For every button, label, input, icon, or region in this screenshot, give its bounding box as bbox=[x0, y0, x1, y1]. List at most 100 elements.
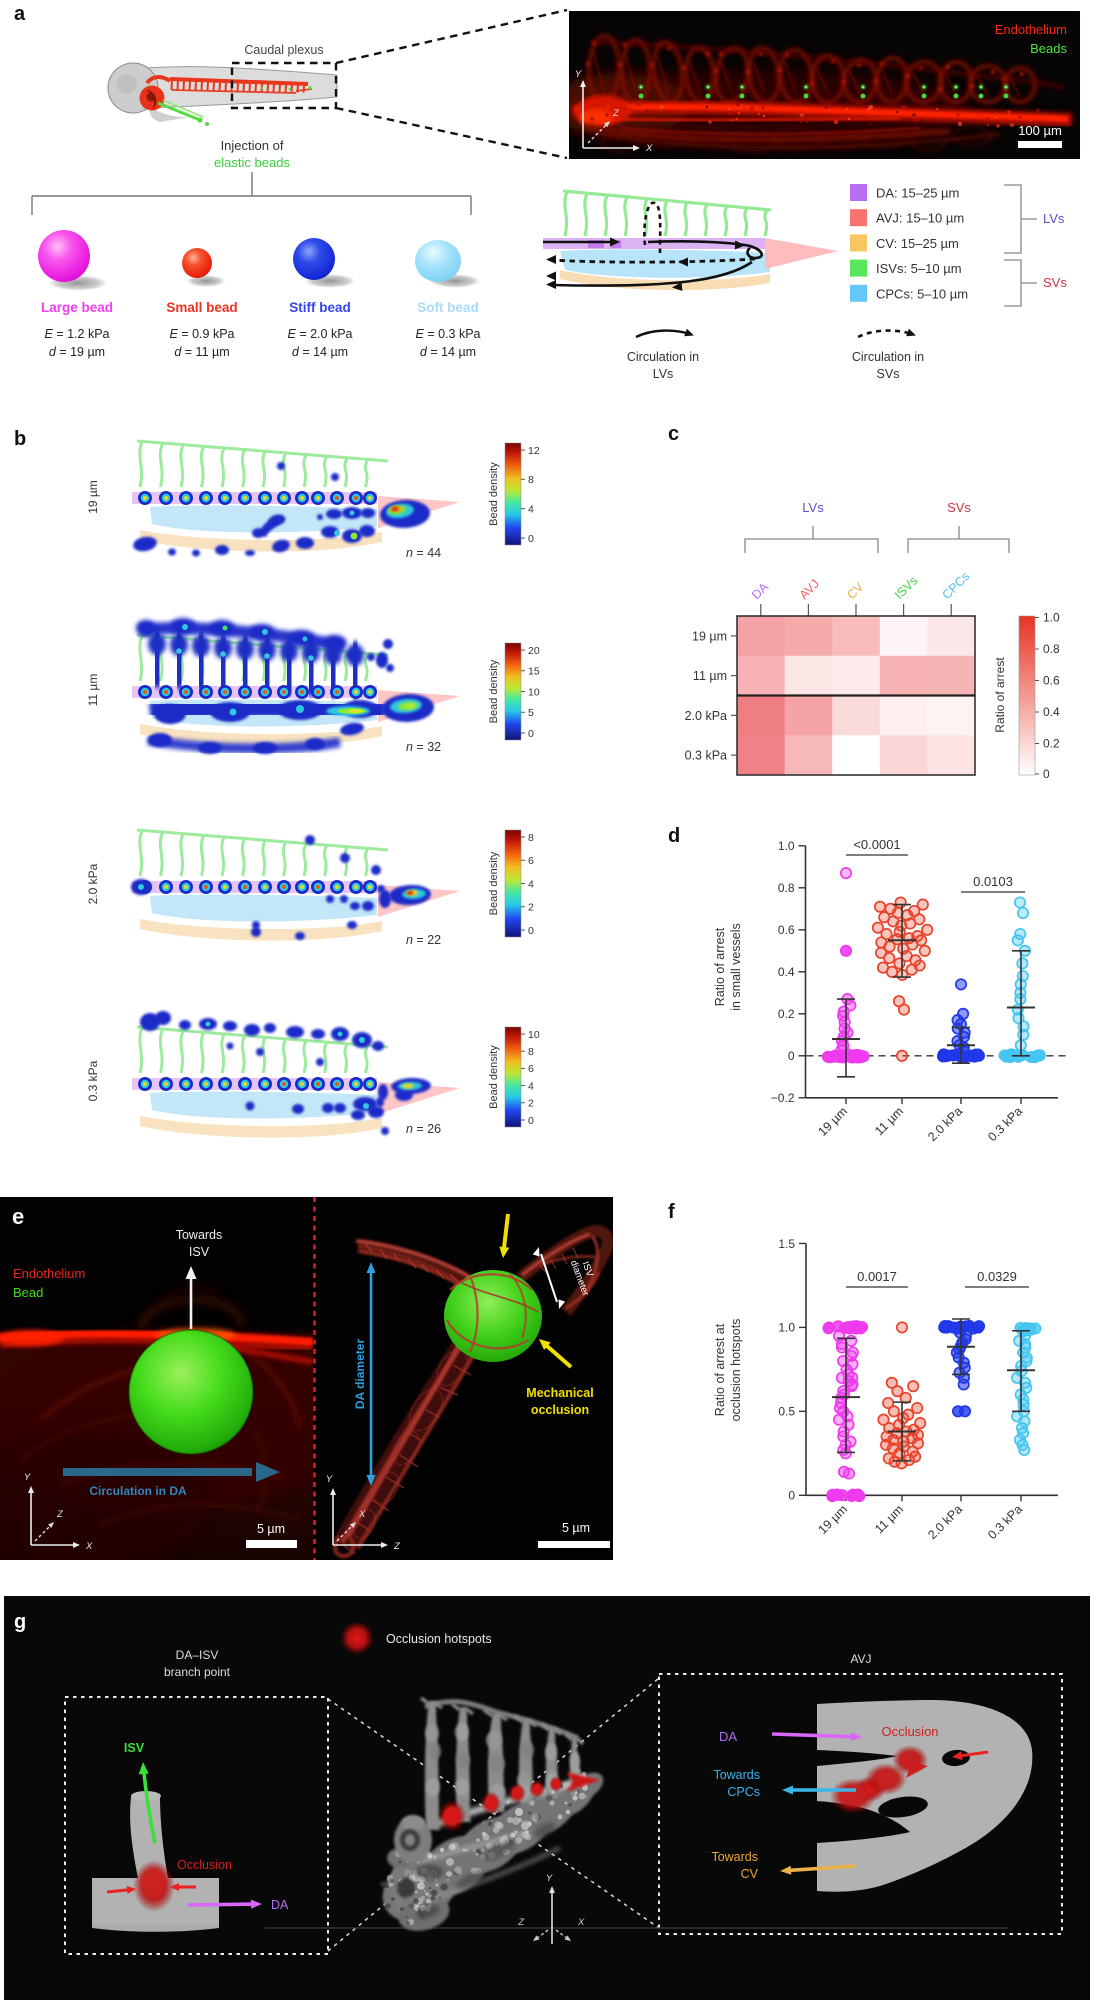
svg-text:branch point: branch point bbox=[164, 1665, 231, 1679]
svg-text:E = 0.3 kPa: E = 0.3 kPa bbox=[416, 327, 481, 341]
svg-text:Z: Z bbox=[517, 1917, 525, 1928]
svg-text:Mechanical: Mechanical bbox=[526, 1386, 593, 1400]
svg-text:Y: Y bbox=[575, 69, 582, 80]
svg-text:CPCs: CPCs bbox=[727, 1785, 760, 1799]
svg-text:n = 26: n = 26 bbox=[406, 1122, 441, 1136]
svg-text:Towards: Towards bbox=[713, 1768, 760, 1782]
svg-text:X: X bbox=[577, 1917, 585, 1928]
svg-text:SVs: SVs bbox=[877, 367, 900, 381]
svg-text:elastic beads: elastic beads bbox=[214, 155, 290, 170]
svg-text:6: 6 bbox=[528, 855, 534, 867]
svg-text:2.0 kPa: 2.0 kPa bbox=[86, 863, 100, 904]
svg-text:E = 2.0 kPa: E = 2.0 kPa bbox=[288, 327, 353, 341]
svg-text:d = 14 µm: d = 14 µm bbox=[292, 345, 348, 359]
svg-text:Soft bead: Soft bead bbox=[417, 300, 479, 315]
svg-text:e: e bbox=[12, 1204, 24, 1229]
svg-text:0: 0 bbox=[788, 1489, 795, 1503]
svg-text:E = 1.2 kPa: E = 1.2 kPa bbox=[45, 327, 110, 341]
svg-text:100 µm: 100 µm bbox=[1018, 123, 1062, 138]
svg-text:19 µm: 19 µm bbox=[86, 480, 100, 514]
svg-text:AVJ: AVJ bbox=[850, 1652, 871, 1666]
svg-text:X: X bbox=[645, 143, 653, 154]
svg-text:0.3 kPa: 0.3 kPa bbox=[86, 1060, 100, 1101]
svg-text:AVJ: 15–10 µm: AVJ: 15–10 µm bbox=[876, 211, 964, 226]
svg-text:Occlusion: Occlusion bbox=[881, 1724, 938, 1739]
svg-text:DA: 15–25 µm: DA: 15–25 µm bbox=[876, 186, 959, 201]
svg-text:Circulation in: Circulation in bbox=[852, 350, 924, 364]
svg-text:2: 2 bbox=[528, 902, 534, 914]
svg-text:1.5: 1.5 bbox=[778, 1237, 795, 1251]
svg-text:X: X bbox=[85, 1541, 93, 1552]
svg-text:0.0103: 0.0103 bbox=[973, 874, 1013, 889]
svg-text:2.0 kPa: 2.0 kPa bbox=[685, 709, 727, 723]
svg-text:SVs: SVs bbox=[947, 500, 971, 515]
svg-text:Circulation in DA: Circulation in DA bbox=[89, 1484, 187, 1498]
svg-text:<0.0001: <0.0001 bbox=[853, 837, 900, 852]
svg-text:DA–ISV: DA–ISV bbox=[176, 1648, 219, 1662]
svg-text:0.3 kPa: 0.3 kPa bbox=[685, 749, 727, 763]
svg-text:0.5: 0.5 bbox=[778, 1405, 795, 1419]
svg-text:Towards: Towards bbox=[711, 1850, 758, 1864]
svg-text:1.0: 1.0 bbox=[778, 1321, 795, 1335]
svg-text:Bead density: Bead density bbox=[488, 462, 500, 526]
svg-text:n = 44: n = 44 bbox=[406, 546, 441, 560]
svg-text:Occlusion: Occlusion bbox=[177, 1858, 232, 1872]
svg-text:0: 0 bbox=[528, 728, 534, 740]
svg-text:Injection of: Injection of bbox=[221, 138, 284, 153]
svg-text:0: 0 bbox=[528, 1115, 534, 1127]
svg-text:6: 6 bbox=[528, 1063, 534, 1075]
svg-text:5 µm: 5 µm bbox=[257, 1522, 285, 1536]
svg-text:10: 10 bbox=[528, 686, 540, 698]
svg-text:CV: 15–25 µm: CV: 15–25 µm bbox=[876, 236, 959, 251]
svg-text:0.4: 0.4 bbox=[778, 965, 795, 979]
svg-text:d = 11 µm: d = 11 µm bbox=[174, 345, 229, 359]
svg-text:Small bead: Small bead bbox=[166, 300, 237, 315]
svg-text:Occlusion hotspots: Occlusion hotspots bbox=[386, 1632, 492, 1646]
svg-text:Bead: Bead bbox=[13, 1285, 43, 1300]
svg-text:1.0: 1.0 bbox=[778, 839, 795, 853]
svg-text:Large bead: Large bead bbox=[41, 300, 113, 315]
svg-text:11 µm: 11 µm bbox=[693, 669, 727, 683]
svg-text:ISVs: 5–10 µm: ISVs: 5–10 µm bbox=[876, 261, 962, 276]
svg-text:Bead density: Bead density bbox=[488, 659, 500, 723]
svg-text:10: 10 bbox=[528, 1029, 540, 1041]
svg-text:Bead density: Bead density bbox=[488, 1045, 500, 1109]
svg-text:Towards: Towards bbox=[176, 1228, 223, 1242]
svg-text:in small vessels: in small vessels bbox=[729, 923, 743, 1011]
svg-text:0.0017: 0.0017 bbox=[857, 1269, 897, 1284]
svg-text:DA: DA bbox=[719, 1729, 737, 1744]
svg-text:0: 0 bbox=[528, 533, 534, 545]
svg-text:X: X bbox=[358, 1509, 366, 1520]
svg-text:Y: Y bbox=[546, 1873, 553, 1884]
svg-text:0: 0 bbox=[788, 1049, 795, 1063]
svg-text:Endothelium: Endothelium bbox=[995, 22, 1067, 37]
svg-text:5: 5 bbox=[528, 707, 534, 719]
svg-text:LVs: LVs bbox=[1043, 211, 1065, 226]
svg-text:0.2: 0.2 bbox=[778, 1007, 795, 1021]
svg-text:CPCs: 5–10 µm: CPCs: 5–10 µm bbox=[876, 286, 968, 301]
svg-text:2: 2 bbox=[528, 1098, 534, 1110]
svg-text:Z: Z bbox=[612, 108, 620, 119]
svg-text:12: 12 bbox=[528, 445, 540, 457]
svg-text:d = 19 µm: d = 19 µm bbox=[49, 345, 105, 359]
svg-text:0.8: 0.8 bbox=[1043, 642, 1060, 656]
svg-text:Ratio of arrest: Ratio of arrest bbox=[993, 657, 1007, 733]
svg-text:Caudal plexus: Caudal plexus bbox=[244, 43, 323, 57]
svg-text:occlusion: occlusion bbox=[531, 1403, 589, 1417]
svg-text:8: 8 bbox=[528, 474, 534, 486]
svg-text:0.6: 0.6 bbox=[778, 923, 795, 937]
svg-text:LVs: LVs bbox=[653, 367, 674, 381]
svg-text:Ratio of arrest at: Ratio of arrest at bbox=[713, 1323, 727, 1416]
svg-text:Bead density: Bead density bbox=[488, 851, 500, 915]
svg-text:0.8: 0.8 bbox=[778, 881, 795, 895]
svg-text:Z: Z bbox=[393, 1541, 401, 1552]
svg-text:n = 32: n = 32 bbox=[406, 740, 441, 754]
svg-text:Endothelium: Endothelium bbox=[13, 1266, 85, 1281]
svg-text:Ratio of arrest: Ratio of arrest bbox=[713, 927, 727, 1006]
svg-text:Stiff bead: Stiff bead bbox=[289, 300, 351, 315]
svg-text:CV: CV bbox=[741, 1867, 759, 1881]
svg-text:Y: Y bbox=[326, 1474, 333, 1485]
svg-text:0.6: 0.6 bbox=[1043, 674, 1060, 688]
svg-text:Circulation in: Circulation in bbox=[627, 350, 699, 364]
svg-text:Beads: Beads bbox=[1030, 41, 1067, 56]
